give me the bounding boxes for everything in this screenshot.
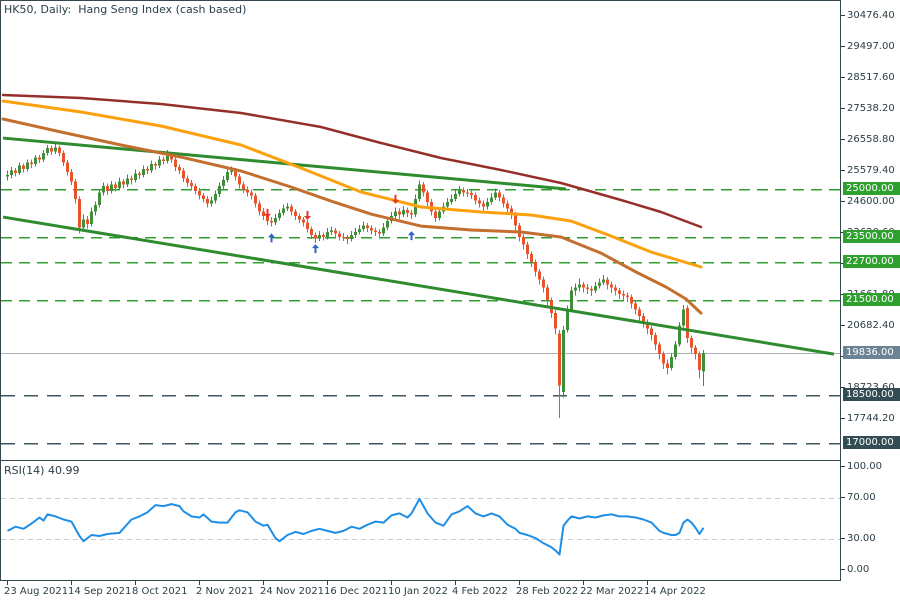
rsi-indicator-label: RSI(14) 40.99 bbox=[4, 464, 80, 477]
tick-mark bbox=[841, 200, 845, 202]
level-price-badge: 18500.00 bbox=[843, 388, 900, 402]
support-resistance-levels bbox=[1, 188, 840, 445]
date-tick-label: 24 Nov 2021 bbox=[260, 586, 325, 597]
ma-medium-line bbox=[1, 99, 703, 269]
ma-fast-line bbox=[1, 117, 703, 315]
tick-mark bbox=[841, 417, 845, 419]
tick-mark bbox=[841, 386, 845, 388]
date-tick-label: 16 Dec 2021 bbox=[324, 586, 388, 597]
date-tick-label: 23 Aug 2021 bbox=[4, 586, 69, 597]
tick-mark bbox=[841, 538, 845, 540]
price-chart-pane[interactable] bbox=[0, 0, 841, 461]
level-price-badge: 23500.00 bbox=[843, 229, 900, 243]
date-tick-label: 14 Apr 2022 bbox=[644, 586, 706, 597]
date-tick-mark bbox=[519, 581, 520, 585]
candlesticks bbox=[6, 144, 705, 418]
trade-arrows bbox=[264, 194, 415, 254]
tick-mark bbox=[841, 45, 845, 47]
date-tick-mark bbox=[391, 581, 392, 585]
date-tick-mark bbox=[135, 581, 136, 585]
level-price-badge: 25000.00 bbox=[843, 182, 900, 196]
level-price-badge: 22700.00 bbox=[843, 255, 900, 269]
date-tick-mark bbox=[199, 581, 200, 585]
rsi-chart[interactable] bbox=[1, 461, 840, 580]
date-tick-label: 28 Feb 2022 bbox=[516, 586, 579, 597]
chart-title: HK50, Daily: Hang Seng Index (cash based… bbox=[4, 3, 247, 16]
date-tick-label: 22 Mar 2022 bbox=[580, 586, 644, 597]
date-scale[interactable]: 23 Aug 2021 14 Sep 2021 8 Oct 2021 2 Nov 20… bbox=[0, 581, 900, 600]
tick-mark bbox=[841, 138, 845, 140]
tick-mark bbox=[841, 107, 845, 109]
date-tick-mark bbox=[455, 581, 456, 585]
candlestick-chart[interactable] bbox=[1, 1, 840, 460]
date-tick-mark bbox=[7, 581, 8, 585]
tick-mark bbox=[841, 569, 845, 570]
date-tick-label: 10 Jan 2022 bbox=[388, 586, 448, 597]
tick-mark bbox=[841, 496, 845, 498]
tick-mark bbox=[841, 15, 845, 16]
tick-mark bbox=[841, 324, 845, 326]
date-tick-label: 2 Nov 2021 bbox=[196, 586, 254, 597]
date-tick-label: 8 Oct 2021 bbox=[132, 586, 188, 597]
date-tick-mark bbox=[327, 581, 328, 585]
tick-mark bbox=[841, 76, 845, 78]
date-tick-mark bbox=[647, 581, 648, 585]
date-tick-mark bbox=[71, 581, 72, 585]
level-price-badge: 17000.00 bbox=[843, 435, 900, 449]
level-price-badge: 21500.00 bbox=[843, 293, 900, 307]
rsi-line bbox=[7, 497, 705, 556]
tick-mark bbox=[841, 169, 845, 171]
date-tick-mark bbox=[583, 581, 584, 585]
current-price-badge: 19836.00 bbox=[843, 345, 900, 359]
trendlines bbox=[2, 136, 835, 356]
date-tick-label: 4 Feb 2022 bbox=[452, 586, 508, 597]
price-scale[interactable]: 30476.40 29497.00 28517.60 27538.20 26558.80… bbox=[841, 0, 900, 581]
rsi-indicator-pane[interactable] bbox=[0, 460, 841, 581]
date-tick-label: 14 Sep 2021 bbox=[68, 586, 132, 597]
date-tick-mark bbox=[263, 581, 264, 585]
rsi-levels bbox=[1, 498, 840, 540]
ma-slow-line bbox=[1, 93, 703, 229]
tick-mark bbox=[841, 466, 845, 467]
